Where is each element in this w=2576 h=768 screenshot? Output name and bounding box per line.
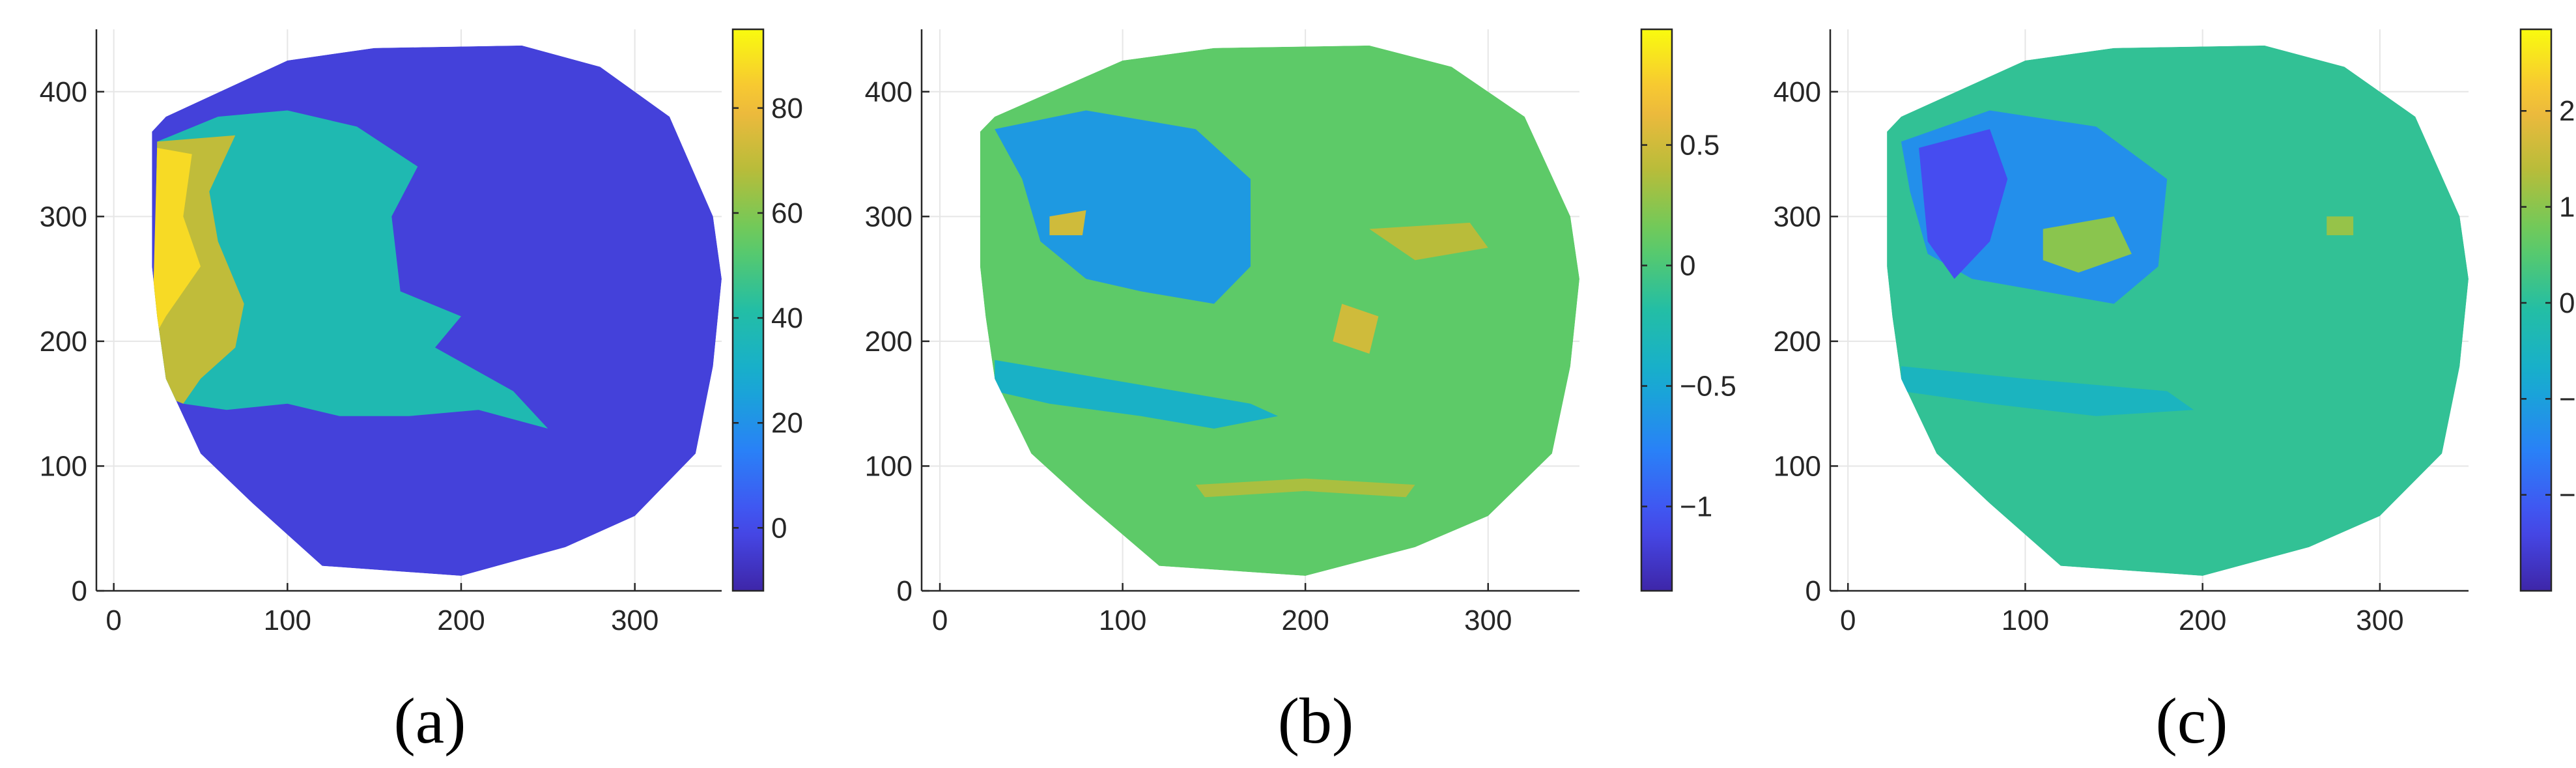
y-tick-label: 300 [1774, 201, 1821, 233]
y-tick-label: 100 [865, 450, 913, 482]
colorbar-gradient [731, 28, 765, 592]
heatmap-region [2327, 216, 2354, 236]
colorbar-tick-label: 20 [771, 407, 803, 439]
heatmap-region [995, 110, 1251, 304]
heatmap-region [152, 148, 201, 341]
x-tick-label: 200 [2179, 604, 2226, 636]
y-tick-label: 200 [865, 326, 913, 358]
y-tick-label: 100 [1774, 450, 1821, 482]
colorbar-tick-label: 2 [2559, 95, 2575, 127]
panel-a: 0 100 200 300 0 100 200 300 400 0 20 40 60 80 (a) [40, 28, 803, 757]
y-tick-label: 400 [1774, 76, 1821, 108]
x-tick-label: 300 [1464, 604, 1512, 636]
x-tick-label: 100 [1099, 604, 1146, 636]
x-tick-label: 0 [932, 604, 948, 636]
x-tick-label: 0 [106, 604, 121, 636]
colorbar-tick-label: −0.5 [1680, 371, 1736, 403]
colorbar: 0 20 40 60 80 [731, 28, 803, 592]
x-tick-label: 100 [264, 604, 311, 636]
heatmap-region [1195, 478, 1415, 498]
panel-b: 0 100 200 300 0 100 200 300 400 −1 −0.5 0 0.5 (b) [865, 28, 1736, 757]
colorbar-tick-label: 0.5 [1680, 130, 1720, 162]
colorbar-tick-label: 0 [771, 512, 787, 544]
x-tick-label: 100 [2002, 604, 2049, 636]
panel-caption: (b) [1278, 685, 1354, 757]
colorbar-tick-label: 80 [771, 92, 803, 124]
heatmap-surface [1887, 45, 2469, 576]
axes: 0 100 200 300 0 100 200 300 400 [1774, 29, 2469, 636]
colorbar-tick-label: −1 [2559, 383, 2576, 415]
heatmap-region [1333, 304, 1379, 354]
x-tick-label: 300 [2356, 604, 2403, 636]
axes: 0 100 200 300 0 100 200 300 400 [40, 29, 722, 636]
y-tick-label: 0 [897, 575, 913, 607]
colorbar-gradient [2519, 28, 2553, 592]
heatmap-region [995, 360, 1279, 429]
y-tick-label: 0 [72, 575, 87, 607]
x-tick-label: 200 [1281, 604, 1329, 636]
panel-c: 0 100 200 300 0 100 200 300 400 −2 −1 0 1 2 (c) [1774, 28, 2576, 757]
heatmap-region [2043, 216, 2132, 273]
y-tick-label: 300 [865, 201, 913, 233]
y-tick-label: 400 [40, 76, 87, 108]
colorbar-tick-label: 0 [2559, 287, 2575, 319]
y-tick-label: 200 [40, 326, 87, 358]
heatmap-surface [152, 45, 722, 576]
heatmap-region [1049, 210, 1086, 236]
heatmap-region [1369, 222, 1488, 261]
heatmap-region [152, 110, 548, 429]
colorbar-tick-label: 0 [1680, 250, 1695, 282]
colorbar-tick-label: −2 [2559, 479, 2576, 511]
x-tick-label: 200 [437, 604, 485, 636]
x-tick-label: 300 [611, 604, 658, 636]
colorbar-tick-label: 1 [2559, 192, 2575, 223]
heatmap-region [1901, 366, 2194, 416]
colorbar-tick-label: −1 [1680, 491, 1712, 523]
colorbar-tick-label: 60 [771, 197, 803, 229]
y-tick-label: 300 [40, 201, 87, 233]
heatmap-surface [980, 45, 1579, 576]
colorbar: −1 −0.5 0 0.5 [1640, 28, 1736, 592]
colorbar: −2 −1 0 1 2 [2519, 28, 2576, 592]
panel-caption: (c) [2156, 685, 2228, 757]
axes: 0 100 200 300 0 100 200 300 400 [865, 29, 1579, 636]
y-tick-label: 0 [1805, 575, 1821, 607]
colorbar-tick-label: 40 [771, 302, 803, 334]
y-tick-label: 100 [40, 450, 87, 482]
heatmap-region [1919, 129, 2008, 279]
colorbar-gradient [1640, 28, 1673, 592]
y-tick-label: 400 [865, 76, 913, 108]
y-tick-label: 200 [1774, 326, 1821, 358]
panel-caption: (a) [394, 685, 466, 757]
x-tick-label: 0 [1840, 604, 1856, 636]
